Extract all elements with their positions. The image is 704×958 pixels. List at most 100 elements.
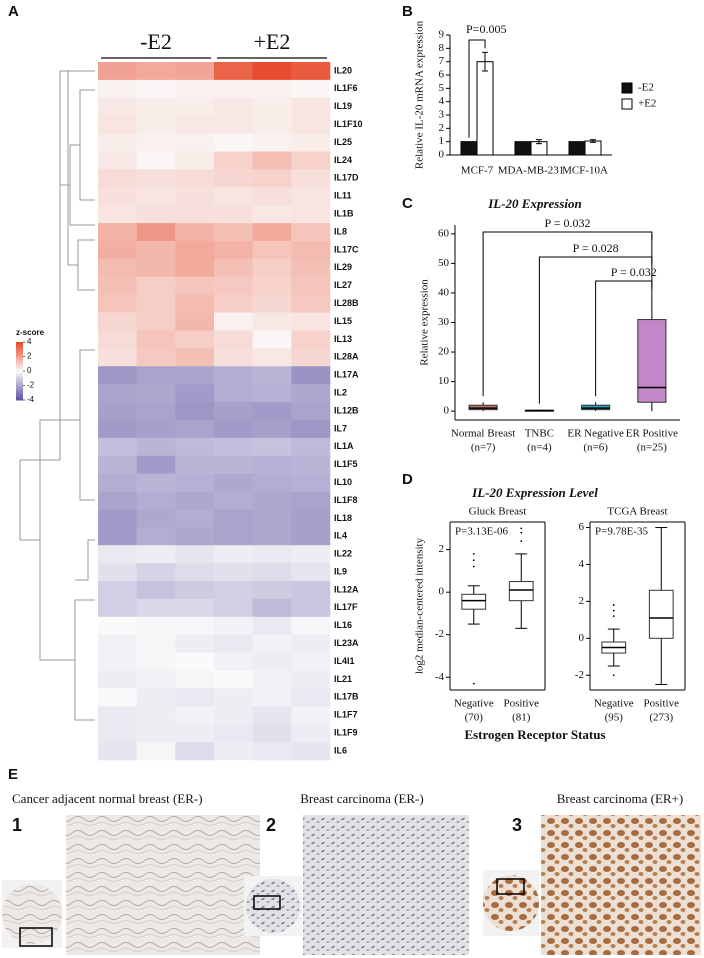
y-tick-label: 0 — [439, 149, 445, 161]
heatmap-cell — [252, 742, 292, 761]
heatmap-cell — [98, 706, 137, 725]
colorbar-segment — [16, 365, 23, 368]
ihc-images — [2, 815, 701, 955]
heatmap-cell — [175, 366, 215, 385]
heatmap-cell — [214, 402, 253, 421]
heatmap-cell — [136, 79, 176, 99]
heatmap-cell — [136, 581, 176, 600]
y-tick-label: 9 — [439, 29, 445, 41]
heatmap-cell — [291, 294, 331, 313]
outlier — [612, 609, 615, 612]
colorbar-segment — [16, 357, 23, 360]
annotation: P=0.005 — [466, 22, 506, 36]
heatmap-cell — [252, 706, 292, 725]
heatmap-cell — [252, 419, 292, 439]
heatmap-cell — [136, 97, 176, 116]
heatmap-cell — [214, 240, 253, 260]
y-tick-label: 2 — [439, 543, 445, 555]
colorbar-tick-label: 0 — [27, 366, 32, 375]
heatmap-cell — [291, 330, 331, 349]
panel-label: A — [8, 3, 19, 20]
y-tick-label: 3 — [439, 109, 445, 121]
row-label: IL18 — [334, 513, 352, 523]
heatmap-cell — [98, 563, 137, 582]
x-tick-label: ER Positive — [626, 428, 678, 440]
heatmap-cell — [136, 366, 176, 385]
heatmap-cell — [291, 688, 331, 707]
x-tick-label: MCF-10A — [562, 165, 608, 177]
heatmap-cell — [214, 545, 253, 564]
heatmap-cell — [175, 455, 215, 474]
panel-label: D — [402, 471, 413, 488]
colorbar-segment — [16, 342, 23, 345]
heatmap-cell — [136, 455, 176, 474]
heatmap-cell — [291, 348, 331, 367]
heatmap-cell — [98, 598, 137, 618]
heatmap-cell — [175, 151, 215, 170]
y-tick-label: -2 — [435, 628, 444, 640]
heatmap-cell — [252, 652, 292, 671]
heatmap-cell — [136, 187, 176, 206]
colorbar-segment — [16, 363, 23, 366]
heatmap-cell — [214, 169, 253, 188]
heatmap-cell — [136, 473, 176, 492]
colorbar-segment — [16, 390, 23, 393]
y-tick-label: 2 — [439, 122, 445, 134]
legend-label: -E2 — [638, 82, 654, 94]
heatmap-cell — [98, 187, 137, 206]
heatmap-cell — [175, 79, 215, 99]
heatmap-cell — [175, 97, 215, 116]
colorbar-segment — [16, 361, 23, 364]
colorbar-label: z-score — [16, 328, 45, 337]
row-label: IL28A — [334, 352, 359, 362]
heatmap-cell — [175, 294, 215, 313]
heatmap-cell — [252, 563, 292, 582]
row-label: IL19 — [334, 101, 352, 111]
heatmap-cell — [252, 509, 292, 528]
heatmap-cell — [252, 366, 292, 385]
heatmap-cell — [252, 258, 292, 278]
heatmap-cell — [252, 294, 292, 313]
heatmap-cell — [175, 581, 215, 600]
y-tick-label: -2 — [575, 669, 584, 681]
colorbar-segment — [16, 345, 23, 349]
y-tick-label: 60 — [438, 227, 450, 239]
row-label: IL1F6 — [334, 83, 358, 93]
heatmap-cell — [291, 133, 331, 152]
heatmap-cell — [175, 115, 215, 134]
row-label: IL1F5 — [334, 459, 358, 469]
heatmap-cell — [291, 652, 331, 671]
heatmap-cell — [291, 223, 331, 242]
heatmap-cell — [252, 616, 292, 636]
row-label: IL15 — [334, 316, 352, 326]
heatmap-cell — [136, 688, 176, 707]
heatmap-cell — [98, 509, 137, 528]
row-label: IL1F7 — [334, 710, 358, 720]
heatmap-cell — [214, 437, 253, 457]
panel-label: B — [402, 3, 413, 20]
group-label: -E2 — [140, 29, 172, 54]
y-tick-label: 6 — [439, 69, 445, 81]
heatmap-cell — [98, 312, 137, 331]
heatmap-cell — [252, 455, 292, 474]
heatmap-cell — [214, 258, 253, 278]
x-tick-label: Negative — [454, 698, 494, 710]
significance-bracket — [482, 231, 653, 397]
heatmap-cell — [214, 616, 253, 636]
row-label: IL17C — [334, 244, 359, 254]
legend-swatch — [621, 82, 633, 94]
x-tick-sublabel: (81) — [512, 712, 531, 724]
heatmap-cell — [291, 581, 331, 600]
heatmap-cell — [98, 276, 137, 295]
row-label: IL20 — [334, 65, 352, 75]
heatmap-cell — [98, 205, 137, 224]
row-label: IL17D — [334, 173, 359, 183]
heatmap-cell — [136, 151, 176, 170]
colorbar-segment — [16, 396, 23, 399]
heatmap-cell — [175, 598, 215, 618]
heatmap-cell — [252, 240, 292, 260]
x-tick-sublabel: (n=25) — [637, 442, 667, 454]
heatmap-cell — [291, 634, 331, 653]
heatmap-cell — [291, 384, 331, 403]
